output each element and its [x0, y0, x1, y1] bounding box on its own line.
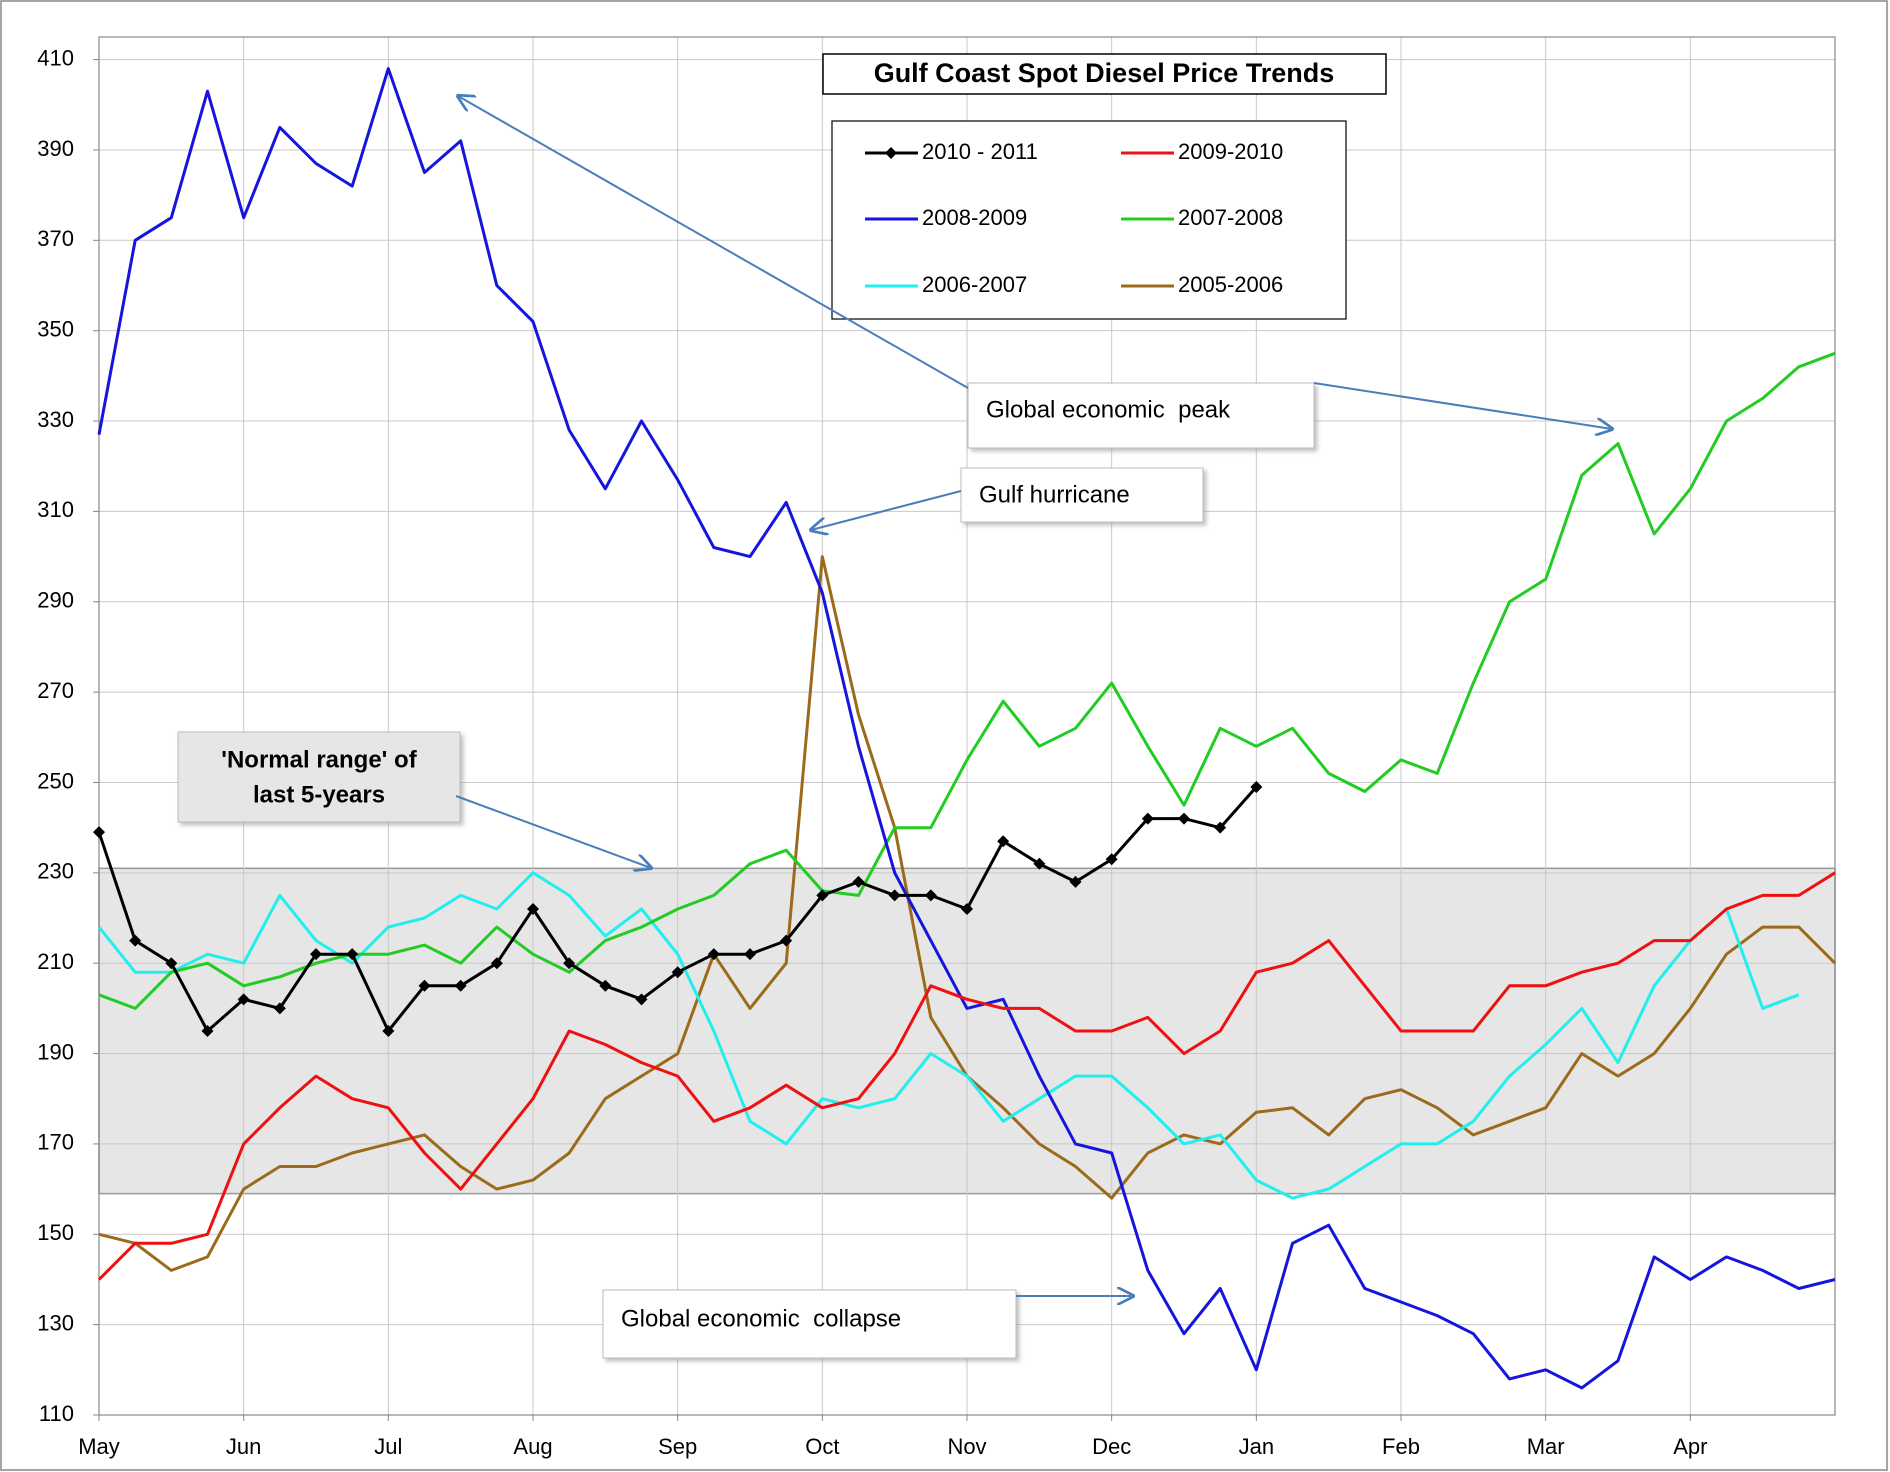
x-tick-label: Dec — [1092, 1434, 1131, 1459]
x-tick-label: Aug — [513, 1434, 552, 1459]
point-marker — [527, 902, 539, 915]
point-marker — [165, 957, 178, 970]
y-tick-label: 210 — [37, 949, 74, 974]
y-tick-label: 370 — [37, 226, 74, 251]
title-box — [822, 53, 1387, 95]
point-marker — [924, 889, 937, 902]
point-marker — [888, 889, 901, 902]
point-marker — [273, 1002, 286, 1015]
legend-label: 2007-2008 — [1178, 205, 1283, 230]
point-marker — [1033, 857, 1046, 870]
point-marker — [346, 948, 359, 961]
y-tick-label: 290 — [37, 588, 74, 613]
annotation-box — [177, 731, 461, 823]
annotation-box — [967, 382, 1315, 449]
point-marker — [310, 948, 322, 961]
point-marker — [382, 1024, 395, 1037]
point-marker — [201, 1024, 214, 1037]
x-tick-label: Nov — [947, 1434, 986, 1459]
point-marker — [780, 934, 793, 947]
x-tick-label: May — [78, 1434, 120, 1459]
y-tick-label: 190 — [37, 1039, 74, 1064]
y-tick-label: 170 — [37, 1130, 74, 1155]
point-marker — [997, 835, 1010, 848]
point-marker — [1105, 853, 1118, 866]
annotation: Global economic peak — [986, 396, 1231, 423]
legend-label: 2010 - 2011 — [922, 139, 1038, 164]
arrow — [1313, 382, 1612, 429]
arrow — [811, 490, 962, 530]
y-tick-label: 250 — [37, 768, 74, 793]
plot-border — [98, 36, 1836, 1416]
annotation-box — [602, 1289, 1017, 1359]
point-marker — [418, 979, 431, 992]
annotation: Gulf hurricane — [979, 481, 1130, 508]
x-tick-label: Jun — [226, 1434, 261, 1459]
x-tick-label: Jul — [374, 1434, 402, 1459]
series-line — [97, 871, 1800, 1200]
legend-label: 2006-2007 — [922, 272, 1027, 297]
point-marker — [671, 966, 684, 979]
point-marker — [707, 948, 720, 961]
point-marker — [1214, 821, 1227, 834]
y-tick-label: 390 — [37, 136, 74, 161]
point-marker — [490, 957, 503, 970]
y-tick-label: 310 — [37, 497, 74, 522]
series-line — [97, 871, 1836, 1281]
x-tick-label: Jan — [1239, 1434, 1274, 1459]
legend-label: 2008-2009 — [922, 205, 1027, 230]
y-tick-label: 410 — [37, 45, 74, 70]
y-tick-label: 330 — [37, 407, 74, 432]
point-marker — [744, 948, 756, 961]
point-marker — [454, 979, 467, 992]
overlays: Gulf Coast Spot Diesel Price Trends 2010… — [177, 53, 1612, 1359]
legend: 2010 - 2011 2009-2010 2008-2009 2007-2008 20… — [865, 139, 1283, 297]
point-marker — [961, 902, 973, 915]
annotation: last 5-years — [253, 781, 385, 808]
annotation: 'Normal range' of — [221, 746, 417, 773]
chart-title: Gulf Coast Spot Diesel Price Trends — [874, 58, 1335, 88]
y-tick-label: 230 — [37, 859, 74, 884]
x-tick-label: Oct — [805, 1434, 839, 1459]
legend-label: 2005-2006 — [1178, 272, 1283, 297]
y-tick-label: 150 — [37, 1220, 74, 1245]
point-marker — [1141, 812, 1154, 825]
point-marker — [563, 957, 576, 970]
point-marker — [93, 826, 105, 839]
point-marker — [1178, 812, 1190, 825]
point-marker — [237, 993, 250, 1006]
point-marker — [129, 934, 142, 947]
point-marker — [635, 993, 648, 1006]
point-marker — [1250, 780, 1263, 793]
point-marker — [599, 979, 612, 992]
point-marker — [816, 889, 829, 902]
series-line — [97, 67, 1836, 1390]
arrow — [455, 795, 651, 868]
x-tick-label: Sep — [658, 1434, 697, 1459]
y-tick-label: 350 — [37, 316, 74, 341]
annotation: Global economic collapse — [621, 1305, 901, 1332]
legend-label: 2009-2010 — [1178, 139, 1283, 164]
y-tick-label: 110 — [39, 1401, 74, 1426]
x-tick-label: Apr — [1673, 1434, 1707, 1459]
annotation-box — [960, 467, 1204, 523]
x-tick-label: Feb — [1382, 1434, 1420, 1459]
arrow — [458, 96, 969, 389]
point-marker — [1069, 875, 1082, 888]
legend-marker — [885, 147, 897, 159]
series-lines — [93, 67, 1837, 1390]
y-tick-label: 130 — [37, 1310, 74, 1335]
series-line — [98, 351, 1836, 1010]
y-tick-label: 270 — [37, 678, 74, 703]
point-marker — [852, 875, 865, 888]
x-tick-label: Mar — [1527, 1434, 1565, 1459]
